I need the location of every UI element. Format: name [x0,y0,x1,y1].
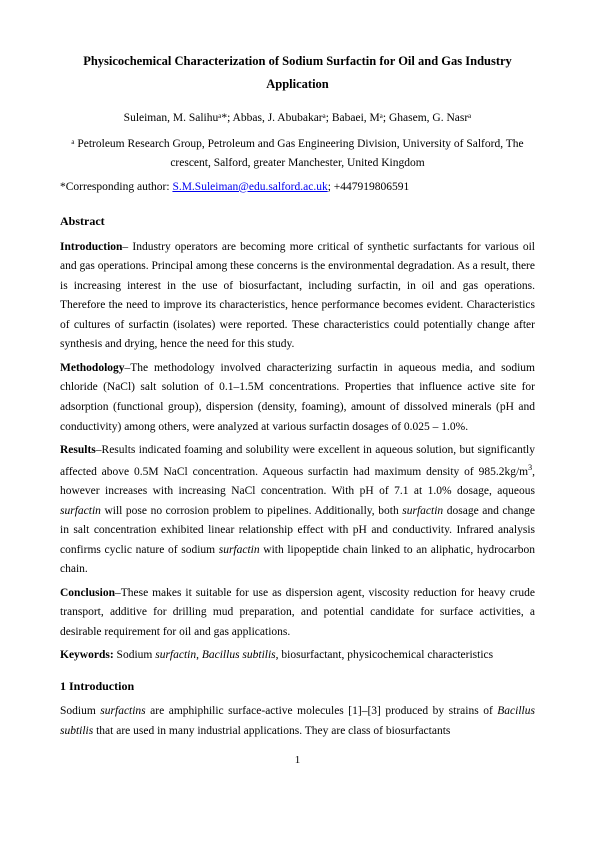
section-1-heading: 1 Introduction [60,676,535,696]
abstract-heading: Abstract [60,211,535,231]
results-label: Results [60,444,96,456]
surfactin-italic-1: surfactin [60,505,101,517]
keywords-label: Keywords: [60,649,117,661]
results-text-c: will pose no corrosion problem to pipeli… [101,505,402,517]
corresponding-suffix: ; +447919806591 [328,181,410,193]
surfactins-italic: surfactins [100,705,145,717]
affiliation-line: ᵃ Petroleum Research Group, Petroleum an… [60,135,535,174]
section1-text-b: are amphiphilic surface-active molecules… [146,705,498,717]
page-number: 1 [60,751,535,770]
page-container: Physicochemical Characterization of Sodi… [0,0,595,800]
authors-line: Suleiman, M. Salihuᵃ*; Abbas, J. Abubaka… [60,109,535,129]
intro-label: Introduction [60,241,122,253]
surfactin-italic-2: surfactin [402,505,443,517]
section1-text-a: Sodium [60,705,100,717]
keywords-bacillus: Bacillus subtilis [202,649,276,661]
abstract-introduction: Introduction– Industry operators are bec… [60,238,535,355]
keywords-surfactin: surfactin [155,649,196,661]
surfactin-italic-3: surfactin [219,544,260,556]
method-label: Methodology [60,362,125,374]
corresponding-author: *Corresponding author: S.M.Suleiman@edu.… [60,178,535,198]
section1-text-c: that are used in many industrial applica… [93,725,450,737]
results-text-a: –Results indicated foaming and solubilit… [60,444,535,477]
keywords-line: Keywords: Sodium surfactin, Bacillus sub… [60,646,535,666]
conclusion-text: –These makes it suitable for use as disp… [60,587,535,638]
keywords-text-a: Sodium [117,649,156,661]
corresponding-email[interactable]: S.M.Suleiman@edu.salford.ac.uk [172,181,327,193]
method-text: –The methodology involved characterizing… [60,362,535,433]
section-1-para: Sodium surfactins are amphiphilic surfac… [60,702,535,741]
intro-text: – Industry operators are becoming more c… [60,241,535,351]
abstract-methodology: Methodology–The methodology involved cha… [60,359,535,437]
corresponding-prefix: *Corresponding author: [60,181,172,193]
abstract-results: Results–Results indicated foaming and so… [60,441,535,580]
paper-title: Physicochemical Characterization of Sodi… [60,50,535,95]
keywords-text-c: , biosurfactant, physicochemical charact… [276,649,493,661]
abstract-conclusion: Conclusion–These makes it suitable for u… [60,584,535,643]
conclusion-label: Conclusion [60,587,115,599]
